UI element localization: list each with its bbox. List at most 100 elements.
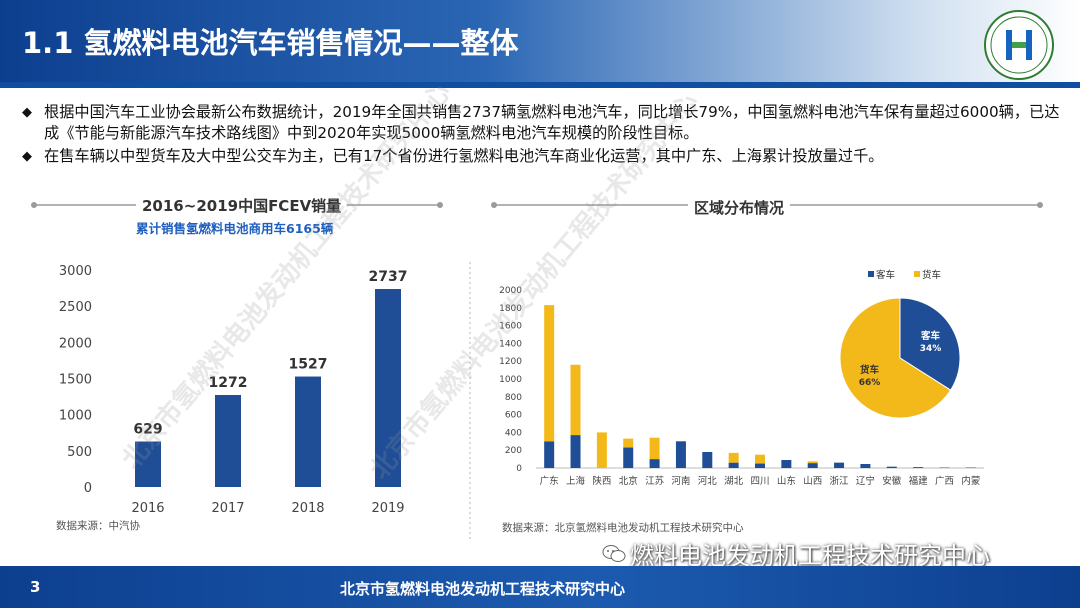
x-tick-label: 福建 — [909, 475, 929, 487]
bullet-text: 在售车辆以中型货车及大中型公交车为主，已有17个省份进行氢燃料电池汽车商业化运营… — [44, 147, 884, 165]
x-tick-label: 江苏 — [645, 475, 665, 487]
pie-slice-label: 客车 — [920, 330, 941, 342]
x-tick-label: 河北 — [698, 475, 718, 487]
y-tick-label: 600 — [505, 411, 522, 421]
x-tick-label: 浙江 — [830, 475, 850, 487]
bar-山东-客车 — [781, 459, 792, 468]
bar-湖北-货车 — [728, 452, 739, 463]
left-chart-source: 数据来源：中汽协 — [56, 520, 140, 532]
header-banner — [0, 0, 1080, 82]
bar-河南-客车 — [675, 441, 686, 468]
x-tick-label: 山东 — [777, 475, 796, 487]
bar-data-label: 629 — [133, 422, 162, 438]
left-chart-title: 2016~2019中国FCEV销量 — [136, 195, 348, 216]
x-tick-label: 安徽 — [882, 475, 902, 487]
bar-四川-货车 — [755, 454, 765, 464]
bar-广东-客车 — [544, 441, 555, 468]
bar-山西-客车 — [807, 463, 818, 468]
bar-上海-货车 — [570, 364, 581, 436]
bullet-text: 根据中国汽车工业协会最新公布数据统计，2019年全国共销售2737辆氢燃料电池汽… — [44, 103, 1060, 142]
y-tick-label: 200 — [505, 446, 522, 456]
x-tick-label: 上海 — [566, 475, 586, 487]
x-tick-label: 广西 — [935, 475, 954, 487]
y-tick-label: 2500 — [59, 300, 92, 315]
bar-安徽-客车 — [886, 466, 897, 468]
region-stacked-bar-chart: 0 200 400 600 800 1000 1200 1400 1600 1800 2000 广东上… — [499, 286, 984, 487]
bar-福建-客车 — [913, 467, 924, 468]
bar-江苏-货车 — [649, 437, 660, 460]
diamond-bullet-icon: ◆ — [22, 149, 32, 164]
x-tick-label: 广东 — [540, 475, 559, 487]
x-tick-label: 河南 — [671, 475, 690, 487]
legend-label: 货车 — [922, 269, 941, 281]
pie-slice-percent: 66% — [859, 378, 881, 388]
y-tick-label: 500 — [67, 445, 92, 460]
bar-河北-客车 — [702, 451, 713, 468]
right-chart-source: 数据来源：北京氢燃料电池发动机工程技术研究中心 — [502, 522, 744, 534]
y-tick-label: 2000 — [499, 286, 522, 296]
wechat-account-label: 燃料电池发动机工程技术研究中心 — [630, 542, 990, 570]
y-tick-label: 3000 — [59, 264, 92, 279]
footer-bar — [0, 566, 1080, 608]
bar-四川-客车 — [755, 463, 765, 468]
y-tick-label: 2000 — [59, 336, 92, 351]
page-title: 1.1 氢燃料电池汽车销售情况——整体 — [22, 26, 519, 60]
y-tick-label: 1800 — [499, 304, 522, 314]
y-tick-label: 1000 — [59, 409, 92, 424]
x-tick-label: 2019 — [371, 501, 404, 516]
bar-陕西-货车 — [596, 432, 607, 468]
bar-辽宁-客车 — [860, 463, 871, 468]
x-tick-label: 2017 — [211, 501, 244, 516]
x-tick-label: 辽宁 — [856, 475, 875, 487]
page-number: 3 — [30, 578, 41, 596]
diamond-bullet-icon: ◆ — [22, 105, 32, 120]
bar-江苏-客车 — [649, 459, 660, 468]
bar-2016 — [135, 441, 161, 487]
bar-2019 — [375, 289, 401, 487]
bar-2017 — [215, 394, 241, 487]
pie-slice-percent: 34% — [920, 344, 942, 354]
y-tick-label: 400 — [505, 428, 522, 438]
y-tick-label: 800 — [505, 393, 522, 403]
bar-湖北-客车 — [728, 462, 739, 468]
x-tick-label: 四川 — [750, 476, 769, 487]
x-tick-label: 2016 — [131, 501, 164, 516]
bar-北京-货车 — [623, 438, 634, 448]
emblem-logo-icon — [984, 10, 1054, 80]
bullet-sales-summary: ◆ 根据中国汽车工业协会最新公布数据统计，2019年全国共销售2737辆氢燃料电… — [22, 102, 1062, 144]
panel-divider — [469, 262, 471, 542]
bullet-vehicle-types: ◆ 在售车辆以中型货车及大中型公交车为主，已有17个省份进行氢燃料电池汽车商业化… — [22, 146, 1062, 167]
legend-label: 客车 — [876, 269, 895, 281]
bar-data-label: 1527 — [289, 357, 328, 373]
bar-山西-货车 — [807, 461, 818, 464]
bar-data-label: 1272 — [209, 375, 248, 391]
bar-上海-客车 — [570, 435, 581, 468]
pie-slice-货车 — [839, 297, 952, 419]
y-tick-label: 1500 — [59, 373, 92, 388]
x-tick-label: 内蒙 — [961, 475, 980, 487]
left-chart-subtitle: 累计销售氢燃料电池商用车6165辆 — [136, 221, 334, 236]
x-tick-label: 北京 — [619, 475, 638, 487]
right-chart-title: 区域分布情况 — [688, 197, 791, 218]
bar-浙江-客车 — [834, 462, 845, 468]
legend-swatch-货车 — [914, 271, 920, 277]
y-tick-label: 1600 — [499, 322, 522, 332]
pie-slice-label: 货车 — [859, 364, 880, 376]
y-tick-label: 1400 — [499, 339, 522, 349]
wechat-icon — [602, 545, 626, 562]
bar-广东-货车 — [544, 305, 555, 442]
header-divider — [0, 82, 1080, 88]
fcev-sales-bar-chart: 0 500 1000 1500 2000 2500 3000 629 2016 1272 2017 1… — [59, 264, 408, 516]
legend-swatch-客车 — [868, 271, 874, 277]
bar-data-label: 2737 — [369, 269, 408, 285]
y-tick-label: 0 — [84, 481, 92, 496]
footer-organization: 北京市氢燃料电池发动机工程技术研究中心 — [340, 580, 626, 598]
x-tick-label: 2018 — [291, 501, 324, 516]
bar-北京-客车 — [623, 447, 634, 468]
y-tick-label: 1200 — [499, 357, 522, 367]
y-tick-label: 1000 — [499, 375, 522, 385]
x-tick-label: 山西 — [803, 476, 822, 487]
x-tick-label: 陕西 — [592, 475, 611, 487]
y-tick-label: 0 — [516, 464, 522, 474]
